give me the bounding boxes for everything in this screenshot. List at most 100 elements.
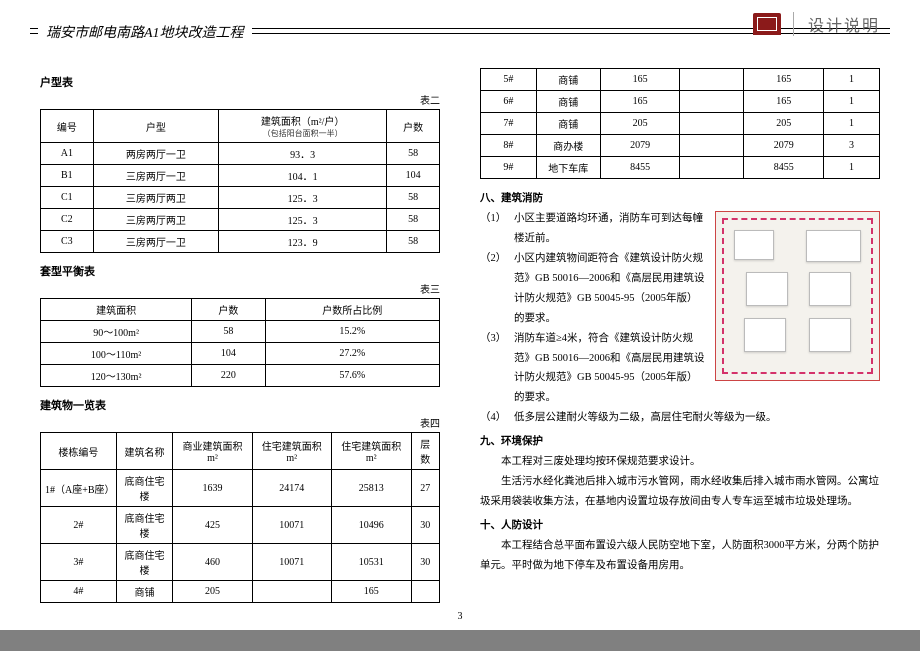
t2-title: 户型表 (40, 74, 440, 90)
table-cell: 10496 (332, 507, 411, 544)
project-title: 瑞安市邮电南路A1地块改造工程 (42, 26, 248, 41)
table-cell: 6# (481, 91, 537, 113)
table-row: 4#商铺205165 (41, 581, 440, 603)
table-cell: 220 (192, 365, 265, 387)
table-cell: 1 (824, 91, 880, 113)
t3-h0: 建筑面积 (41, 299, 192, 321)
table-cell: 165 (332, 581, 411, 603)
t4-h1: 建筑名称 (116, 433, 173, 470)
table-cell: 8# (481, 135, 537, 157)
table-cell: 165 (744, 69, 824, 91)
table-cell: 三房两厅两卫 (93, 209, 218, 231)
table-cell: 1 (824, 157, 880, 179)
table-cell: 90～100m² (41, 321, 192, 343)
t2-label: 表二 (40, 92, 440, 107)
table-cell: B1 (41, 165, 94, 187)
table-row: 90～100m²5815.2% (41, 321, 440, 343)
table-cell: 425 (173, 507, 252, 544)
table-cell: 25813 (332, 470, 411, 507)
table-2: 编号 户型 建筑面积（m²/户） （包括阳台面积一半） 户数 A1两房两厅一卫9… (40, 109, 440, 253)
t2-h3: 户数 (387, 110, 440, 143)
t2-h0: 编号 (41, 110, 94, 143)
t4-h0: 楼栋编号 (41, 433, 117, 470)
header-title-wrap: 瑞安市邮电南路A1地块改造工程 (38, 22, 252, 42)
table-cell: 1639 (173, 470, 252, 507)
table-cell: 15.2% (265, 321, 440, 343)
t3-title: 套型平衡表 (40, 263, 440, 279)
table-cell: 地下车库 (536, 157, 600, 179)
table-row: 9#地下车库845584551 (481, 157, 880, 179)
table-cell: 底商住宅楼 (116, 544, 173, 581)
table-cell: 205 (173, 581, 252, 603)
s9-title: 九、环境保护 (480, 432, 880, 452)
table-row: C1三房两厅两卫125．358 (41, 187, 440, 209)
list-item: （1）小区主要道路均环通，消防车可到达每幢楼近前。 (480, 209, 707, 249)
table-cell: 2079 (744, 135, 824, 157)
table-cell: C2 (41, 209, 94, 231)
list-item: （2）小区内建筑物间距符合《建筑设计防火规范》GB 50016—2006和《高层… (480, 249, 707, 329)
table-cell: 57.6% (265, 365, 440, 387)
table-row: A1两房两厅一卫93．358 (41, 143, 440, 165)
table-cell: 125．3 (219, 187, 387, 209)
table-cell (680, 69, 744, 91)
table-cell: 底商住宅楼 (116, 507, 173, 544)
list-text: 小区主要道路均环通，消防车可到达每幢楼近前。 (514, 209, 707, 249)
s9-p1: 本工程对三废处理均按环保规范要求设计。 (480, 452, 880, 472)
s9-p2: 生活污水经化粪池后排入城市污水管网，雨水经收集后排入城市雨水管网。公寓垃圾采用袋… (480, 472, 880, 512)
table-row: 2#底商住宅楼425100711049630 (41, 507, 440, 544)
list-text: 低多层公建耐火等级为二级，高层住宅耐火等级为一级。 (514, 408, 880, 428)
s10-p: 本工程结合总平面布置设六级人民防空地下室，人防面积3000平方米，分两个防护单元… (480, 536, 880, 576)
t4-h4: 住宅建筑面积 m² (332, 433, 411, 470)
list-num: （4） (480, 408, 514, 428)
table-cell: 商铺 (536, 113, 600, 135)
table-cell: 10071 (252, 507, 331, 544)
t3-label: 表三 (40, 281, 440, 296)
table-row: 6#商铺1651651 (481, 91, 880, 113)
table-cell: A1 (41, 143, 94, 165)
table-cell: 205 (744, 113, 824, 135)
table-cell: 商铺 (536, 69, 600, 91)
table-cell (680, 113, 744, 135)
table-cell: 58 (387, 143, 440, 165)
table-cell: 165 (600, 69, 680, 91)
table-row: B1三房两厅一卫104．1104 (41, 165, 440, 187)
t4-h2: 商业建筑面积 m² (173, 433, 252, 470)
table-row: 100～110m²10427.2% (41, 343, 440, 365)
table-row: 8#商办楼207920793 (481, 135, 880, 157)
table-cell: 三房两厅两卫 (93, 187, 218, 209)
list-num: （1） (480, 209, 514, 249)
table-cell: C1 (41, 187, 94, 209)
table-cell: 27.2% (265, 343, 440, 365)
table-cell: 两房两厅一卫 (93, 143, 218, 165)
t4-label: 表四 (40, 415, 440, 430)
t3-h1: 户数 (192, 299, 265, 321)
table-cell: 5# (481, 69, 537, 91)
table-cell: 7# (481, 113, 537, 135)
table-cell: 93．3 (219, 143, 387, 165)
list-text: 消防车道≥4米，符合《建筑设计防火规范》GB 50016—2006和《高层民用建… (514, 329, 707, 409)
table-cell (411, 581, 439, 603)
logo-icon (753, 13, 781, 35)
s10-title: 十、人防设计 (480, 516, 880, 536)
table-cell: 30 (411, 507, 439, 544)
table-cell: 底商住宅楼 (116, 470, 173, 507)
table-cell: 30 (411, 544, 439, 581)
table-row: 1#（A座+B座）底商住宅楼1639241742581327 (41, 470, 440, 507)
t4-h5: 层数 (411, 433, 439, 470)
list-item: （3）消防车道≥4米，符合《建筑设计防火规范》GB 50016—2006和《高层… (480, 329, 707, 409)
table-cell: 165 (744, 91, 824, 113)
table-cell: 58 (387, 209, 440, 231)
list-item: （4）低多层公建耐火等级为二级，高层住宅耐火等级为一级。 (480, 408, 880, 428)
table-row: 7#商铺2052051 (481, 113, 880, 135)
table-cell: 58 (192, 321, 265, 343)
table-cell: 24174 (252, 470, 331, 507)
table-cell: 2079 (600, 135, 680, 157)
table-cell: 120～130m² (41, 365, 192, 387)
table-cell: C3 (41, 231, 94, 253)
table-cell: 58 (387, 231, 440, 253)
t4-h3: 住宅建筑面积 m² (252, 433, 331, 470)
page-number: 3 (0, 611, 920, 622)
list-num: （3） (480, 329, 514, 409)
table-cell: 三房两厅一卫 (93, 165, 218, 187)
table-cell: 104．1 (219, 165, 387, 187)
